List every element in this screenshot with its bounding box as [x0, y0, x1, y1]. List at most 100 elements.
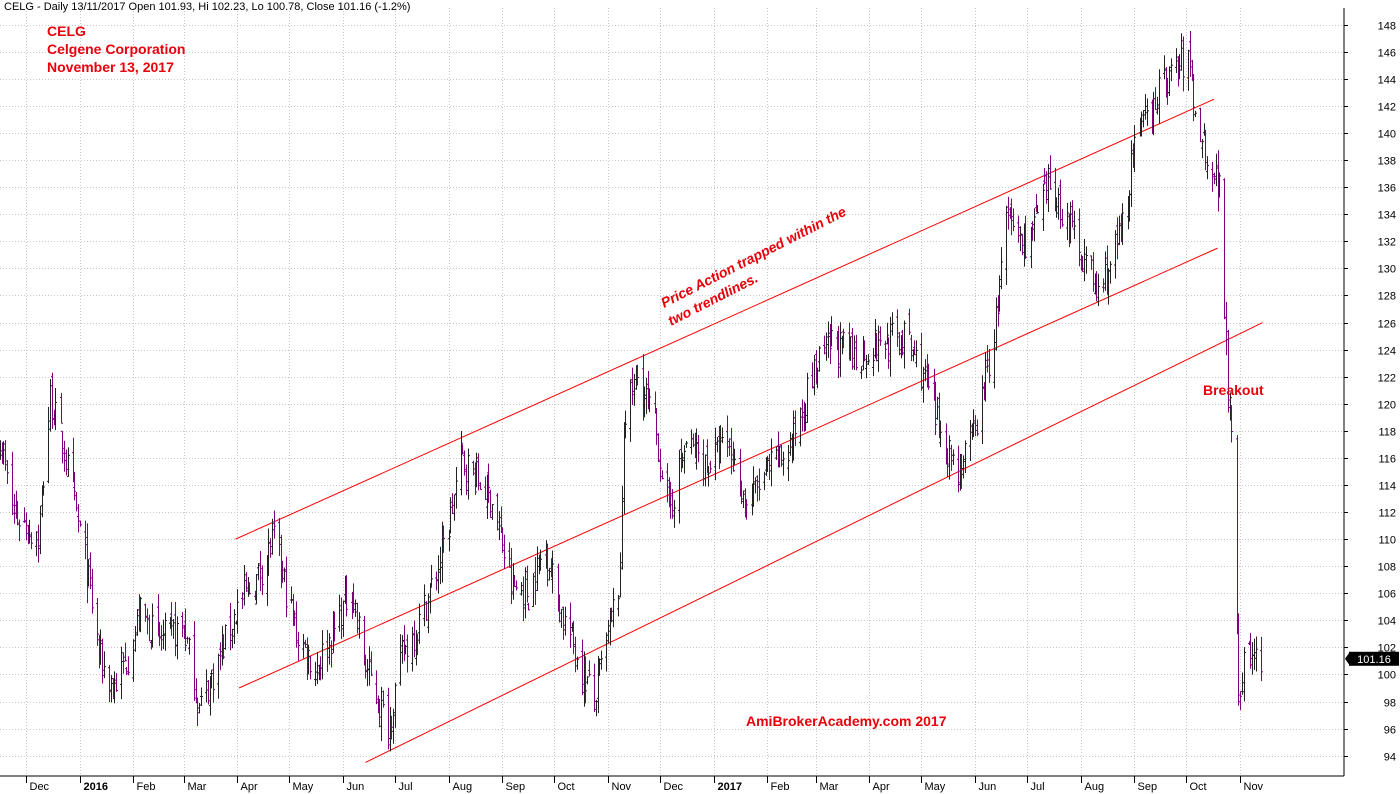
ohlc-bar [763, 471, 766, 491]
ohlc-bar [231, 628, 234, 649]
ohlc-bar [35, 531, 38, 557]
y-tick-label: 110 [1378, 535, 1396, 547]
ohlc-bar [806, 372, 809, 423]
ohlc-bar [669, 481, 672, 519]
ohlc-bar [574, 636, 577, 673]
ohlc-bar [1031, 221, 1034, 241]
x-tick-label: Nov [1244, 781, 1264, 793]
ohlc-bar [1061, 209, 1064, 227]
ohlc-bar [1102, 278, 1105, 293]
ohlc-bar [685, 440, 688, 448]
ohlc-bar [865, 354, 868, 379]
ohlc-bar [768, 453, 771, 481]
ohlc-bar [972, 409, 975, 438]
ohlc-bar [633, 373, 636, 406]
ohlc-bar [572, 621, 575, 655]
ohlc-bar [380, 686, 383, 742]
ohlc-bar [110, 675, 113, 703]
ohlc-bar [1217, 150, 1220, 212]
y-tick-label: 138 [1378, 156, 1396, 168]
ohlc-bar [267, 528, 270, 576]
ohlc-bar [79, 520, 82, 527]
ohlc-bar [172, 618, 175, 639]
ohlc-bar [475, 452, 478, 488]
ohlc-bar [449, 497, 452, 534]
ohlc-bar [886, 322, 889, 345]
ohlc-bar [269, 538, 272, 558]
x-tick-label: Nov [612, 781, 632, 793]
ohlc-bar [503, 534, 506, 569]
ohlc-bar [198, 703, 201, 714]
ohlc-bar [758, 468, 761, 501]
ohlc-bar [442, 525, 445, 553]
ohlc-bar [136, 608, 139, 636]
ohlc-bar [257, 563, 260, 581]
ohlc-bar [248, 582, 251, 595]
ohlc-bar [283, 567, 286, 582]
ohlc-bar [439, 546, 442, 585]
last-price-label: 101.16 [1357, 654, 1391, 666]
ohlc-bar [1146, 98, 1149, 126]
ohlc-bar [654, 391, 657, 414]
ohlc-bar [636, 364, 639, 386]
ohlc-bar [1255, 636, 1258, 672]
ohlc-bar [132, 639, 135, 682]
ohlc-bar [474, 462, 477, 495]
ohlc-bar [162, 619, 165, 650]
ohlc-bar [659, 448, 662, 482]
ohlc-bar [423, 584, 426, 627]
x-tick-label: Aug [1085, 781, 1105, 793]
ohlc-bar [510, 547, 513, 604]
x-tick-label: 2017 [718, 781, 742, 793]
ohlc-bar [1059, 179, 1062, 229]
ohlc-bar [986, 345, 989, 373]
ohlc-bar [1071, 200, 1074, 228]
ohlc-bar [1069, 201, 1072, 244]
ohlc-bar [974, 415, 977, 437]
ohlc-bar [255, 573, 258, 605]
ohlc-bar [1175, 48, 1178, 73]
ohlc-bar [196, 697, 199, 726]
ohlc-bar [1033, 208, 1036, 242]
y-tick-label: 134 [1378, 210, 1396, 222]
ohlc-bar [352, 583, 355, 614]
ohlc-bar [321, 630, 324, 680]
ohlc-bar [621, 485, 624, 570]
ohlc-bar [740, 480, 743, 505]
ohlc-bar [569, 602, 572, 648]
ohlc-bar [460, 430, 463, 496]
ohlc-bar [0, 440, 2, 460]
ohlc-bar [915, 340, 918, 368]
ohlc-bar [401, 634, 404, 664]
x-tick-label: Aug [453, 781, 473, 793]
ohlc-bar [896, 309, 899, 347]
ohlc-bar [96, 598, 99, 646]
y-tick-label: 130 [1378, 264, 1396, 276]
ohlc-bar [307, 644, 310, 675]
ohlc-bar [1095, 271, 1098, 302]
ohlc-bar [766, 456, 769, 472]
ohlc-bar [23, 507, 26, 523]
ohlc-bar [997, 295, 1000, 327]
ohlc-bar [465, 464, 468, 495]
y-tick-label: 142 [1378, 102, 1396, 114]
ohlc-bar [498, 511, 501, 541]
y-tick-label: 128 [1378, 291, 1396, 303]
ohlc-bar [1092, 252, 1095, 292]
ohlc-bar [1036, 205, 1039, 214]
ohlc-bar [1007, 196, 1010, 230]
ohlc-bar [827, 321, 830, 358]
x-tick-label: Jun [979, 781, 997, 793]
ohlc-bar [813, 355, 816, 396]
ohlc-bar [11, 451, 14, 516]
ohlc-bar [461, 444, 464, 455]
ohlc-bar [624, 410, 627, 439]
ohlc-bar [976, 419, 979, 437]
ohlc-bar [451, 493, 454, 514]
ohlc-bar [1230, 405, 1233, 443]
ohlc-bar [1189, 30, 1192, 77]
ohlc-bar [801, 399, 804, 432]
ohlc-bar [539, 549, 542, 571]
ohlc-bar [960, 453, 963, 489]
ohlc-bar [437, 555, 440, 594]
